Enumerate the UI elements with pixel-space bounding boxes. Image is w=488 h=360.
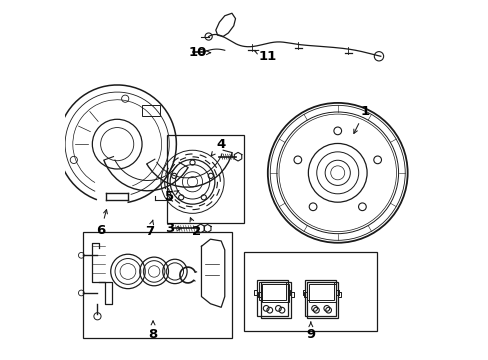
- Bar: [83, 232, 231, 338]
- Bar: [306, 282, 337, 318]
- Text: 2: 2: [190, 218, 200, 238]
- Text: 7: 7: [144, 220, 154, 238]
- Text: 5: 5: [164, 190, 179, 203]
- Bar: [308, 284, 335, 302]
- Text: 1: 1: [353, 105, 368, 134]
- Bar: [306, 282, 333, 300]
- Bar: [258, 282, 285, 300]
- Text: 9: 9: [305, 322, 315, 341]
- Text: 10: 10: [188, 46, 210, 59]
- Text: 11: 11: [254, 50, 276, 63]
- Bar: [244, 252, 376, 330]
- Bar: [142, 105, 160, 116]
- Text: 3: 3: [164, 222, 181, 235]
- Bar: [167, 135, 244, 223]
- Text: 4: 4: [211, 138, 225, 156]
- Bar: [262, 284, 289, 302]
- Bar: [305, 280, 335, 316]
- Text: 6: 6: [96, 210, 107, 237]
- Bar: [257, 280, 287, 316]
- Text: 8: 8: [148, 321, 157, 341]
- Bar: [260, 282, 290, 318]
